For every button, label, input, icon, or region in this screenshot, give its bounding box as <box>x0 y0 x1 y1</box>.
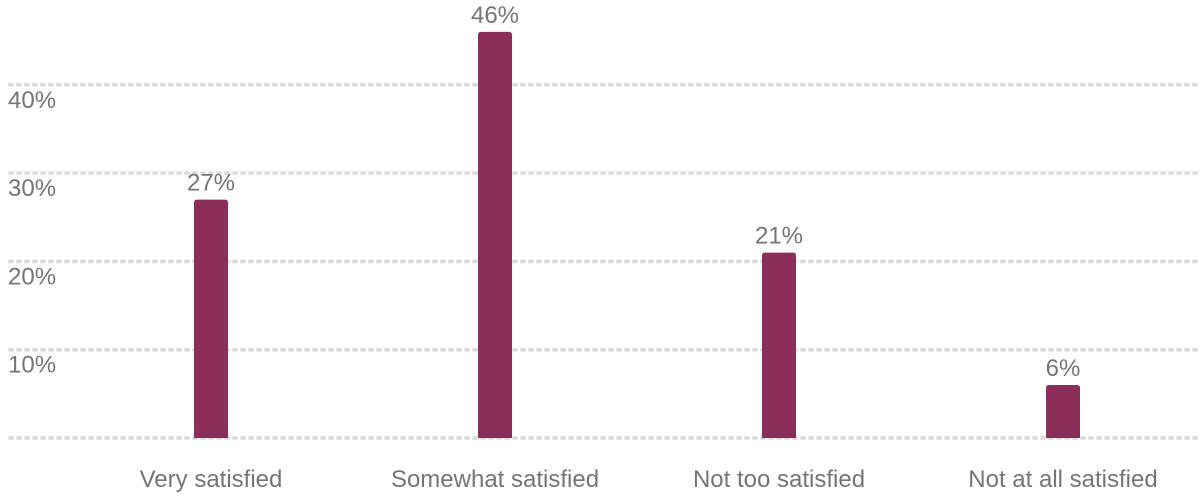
bar <box>478 31 512 438</box>
category-label: Very satisfied <box>140 466 283 493</box>
bar-value-label: 27% <box>187 170 235 197</box>
y-tick-label: 10% <box>8 352 56 379</box>
y-tick-label: 20% <box>8 263 56 290</box>
y-tick-label: 30% <box>8 175 56 202</box>
y-tick-label: 40% <box>8 87 56 114</box>
bars <box>194 31 1080 438</box>
category-label: Not too satisfied <box>693 466 865 493</box>
gridlines <box>8 82 1202 440</box>
category-label: Not at all satisfied <box>968 466 1157 493</box>
data-labels: 27% 46% 21% 6% <box>187 2 1080 382</box>
bar <box>194 199 228 438</box>
bar-value-label: 21% <box>755 223 803 250</box>
bar-value-label: 6% <box>1046 355 1081 382</box>
y-axis-tick-labels: 10% 20% 30% 40% <box>8 87 56 379</box>
x-axis-category-labels: Very satisfied Somewhat satisfied Not too … <box>140 466 1158 493</box>
category-label: Somewhat satisfied <box>391 466 599 493</box>
bar-value-label: 46% <box>471 2 519 29</box>
bar <box>1046 385 1080 438</box>
bar <box>762 252 796 438</box>
